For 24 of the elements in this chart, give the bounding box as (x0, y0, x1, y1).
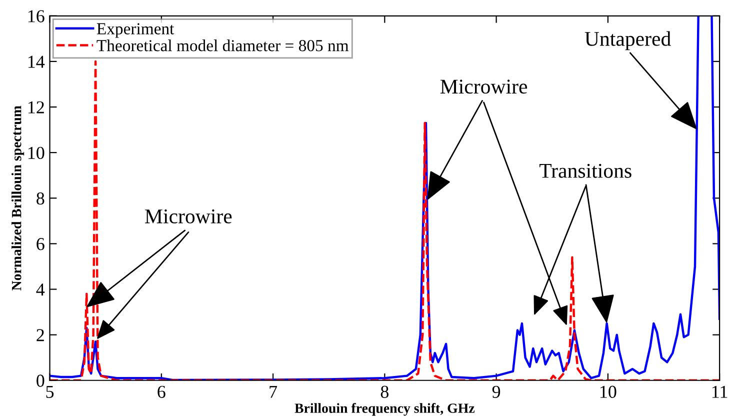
x-tick-label: 7 (270, 386, 278, 398)
x-axis-title: Brillouin frequency shift, GHz (294, 403, 475, 416)
annotation: Microwire (440, 80, 528, 94)
y-tick-label: 2 (36, 329, 44, 342)
legend-label: Experiment (96, 23, 174, 38)
y-tick-label: 4 (36, 284, 45, 296)
legend-label: Theoretical model diameter = 805 nm (96, 40, 349, 52)
y-tick-label: 10 (28, 146, 44, 160)
y-tick-label: 14 (28, 56, 45, 68)
y-tick-label: 16 (28, 10, 44, 22)
y-tick-label: 6 (36, 238, 44, 250)
y-axis-title: Normalized Brillouin spectrum (11, 106, 24, 290)
annotation: Transitions (539, 164, 632, 178)
annotation: Untapered (584, 31, 671, 50)
y-tick-label: 0 (36, 374, 44, 387)
y-tick-label: 12 (28, 101, 44, 114)
y-tick-label: 8 (36, 192, 44, 205)
x-tick-label: 10 (600, 386, 616, 398)
x-tick-label: 11 (712, 386, 728, 398)
x-tick-label: 9 (492, 386, 500, 398)
annotation: Microwire (145, 209, 232, 224)
x-tick-label: 5 (46, 386, 54, 398)
x-tick-label: 6 (158, 386, 166, 398)
x-tick-label: 8 (380, 386, 388, 398)
